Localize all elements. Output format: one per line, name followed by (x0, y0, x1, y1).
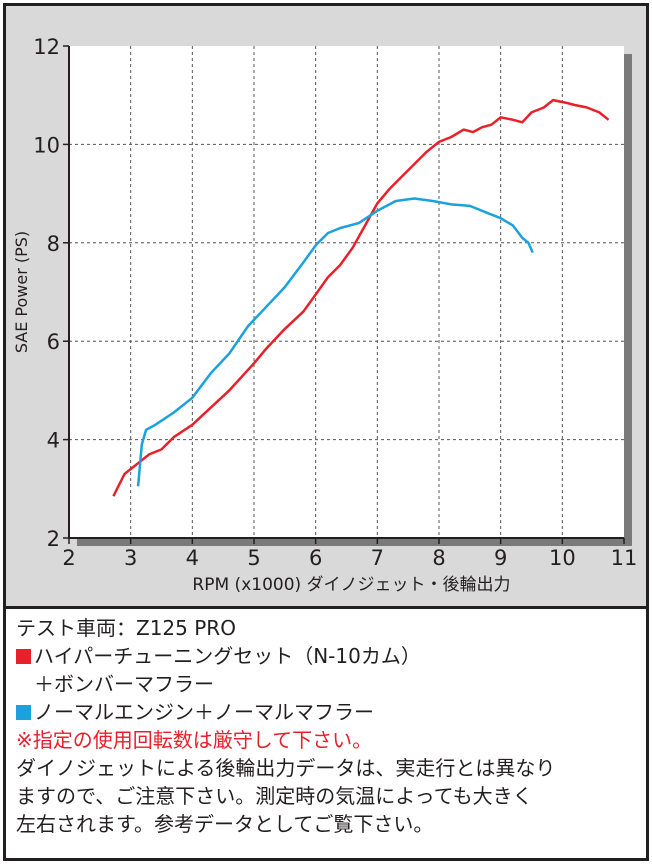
x-tick-label: 4 (186, 546, 199, 570)
plot-area (69, 46, 624, 538)
warning-text: ※指定の使用回転数は厳守して下さい。 (16, 728, 373, 752)
x-tick-label: 8 (432, 546, 445, 570)
divider (6, 606, 646, 609)
x-tick-label: 11 (611, 546, 638, 570)
power-chart: 2 3 4 5 6 7 8 9 10 11 2 4 6 8 10 12 RPM (x1000) ダイノジェット・… (12, 35, 638, 595)
x-tick-label: 9 (494, 546, 507, 570)
legend-blue-entry: ノーマルエンジン＋ノーマルマフラー (16, 698, 636, 726)
y-tick-label: 8 (47, 232, 60, 256)
y-tick-label: 4 (47, 429, 60, 453)
note-line-2: ますので、ご注意下さい。測定時の気温によっても大きく (16, 784, 533, 808)
x-tick-label: 3 (124, 546, 137, 570)
x-tick-label: 6 (309, 546, 322, 570)
legend-red-label: ハイパーチューニングセット（N-10カム） (34, 644, 421, 668)
x-axis-label: RPM (x1000) ダイノジェット・後輪出力 (192, 575, 510, 595)
blue-legend-swatch (16, 705, 31, 720)
x-tick-label: 10 (549, 546, 576, 570)
legend-blue-label: ノーマルエンジン＋ノーマルマフラー (34, 700, 374, 724)
info-panel: テスト車両：Z125 PRO ハイパーチューニングセット（N-10カム） ＋ボン… (16, 614, 636, 838)
legend-red-continuation: ＋ボンバーマフラー (34, 672, 214, 696)
y-tick-label: 12 (33, 35, 60, 59)
series-line-red (112, 98, 610, 497)
x-tick-label: 2 (62, 546, 75, 570)
y-tick-label: 2 (47, 527, 60, 551)
note-line-1: ダイノジェットによる後輪出力データは、実走行とは異なり (16, 756, 556, 780)
y-tick-label: 6 (47, 330, 60, 354)
test-vehicle-line: テスト車両：Z125 PRO (16, 616, 236, 640)
x-tick-label: 7 (371, 546, 384, 570)
chart-panel: 2 3 4 5 6 7 8 9 10 11 2 4 6 8 10 12 RPM (x1000) ダイノジェット・… (6, 6, 646, 606)
figure-frame: 2 3 4 5 6 7 8 9 10 11 2 4 6 8 10 12 RPM (x1000) ダイノジェット・… (3, 3, 649, 861)
legend-red-entry: ハイパーチューニングセット（N-10カム） (16, 642, 636, 670)
x-tick-label: 5 (247, 546, 260, 570)
y-axis-label: SAE Power (PS) (12, 231, 31, 353)
series-line-blue (136, 197, 534, 487)
note-line-3: 左右されます。参考データとしてご覧下さい。 (16, 812, 434, 836)
y-tick-label: 10 (33, 133, 60, 157)
red-legend-swatch (16, 649, 31, 664)
